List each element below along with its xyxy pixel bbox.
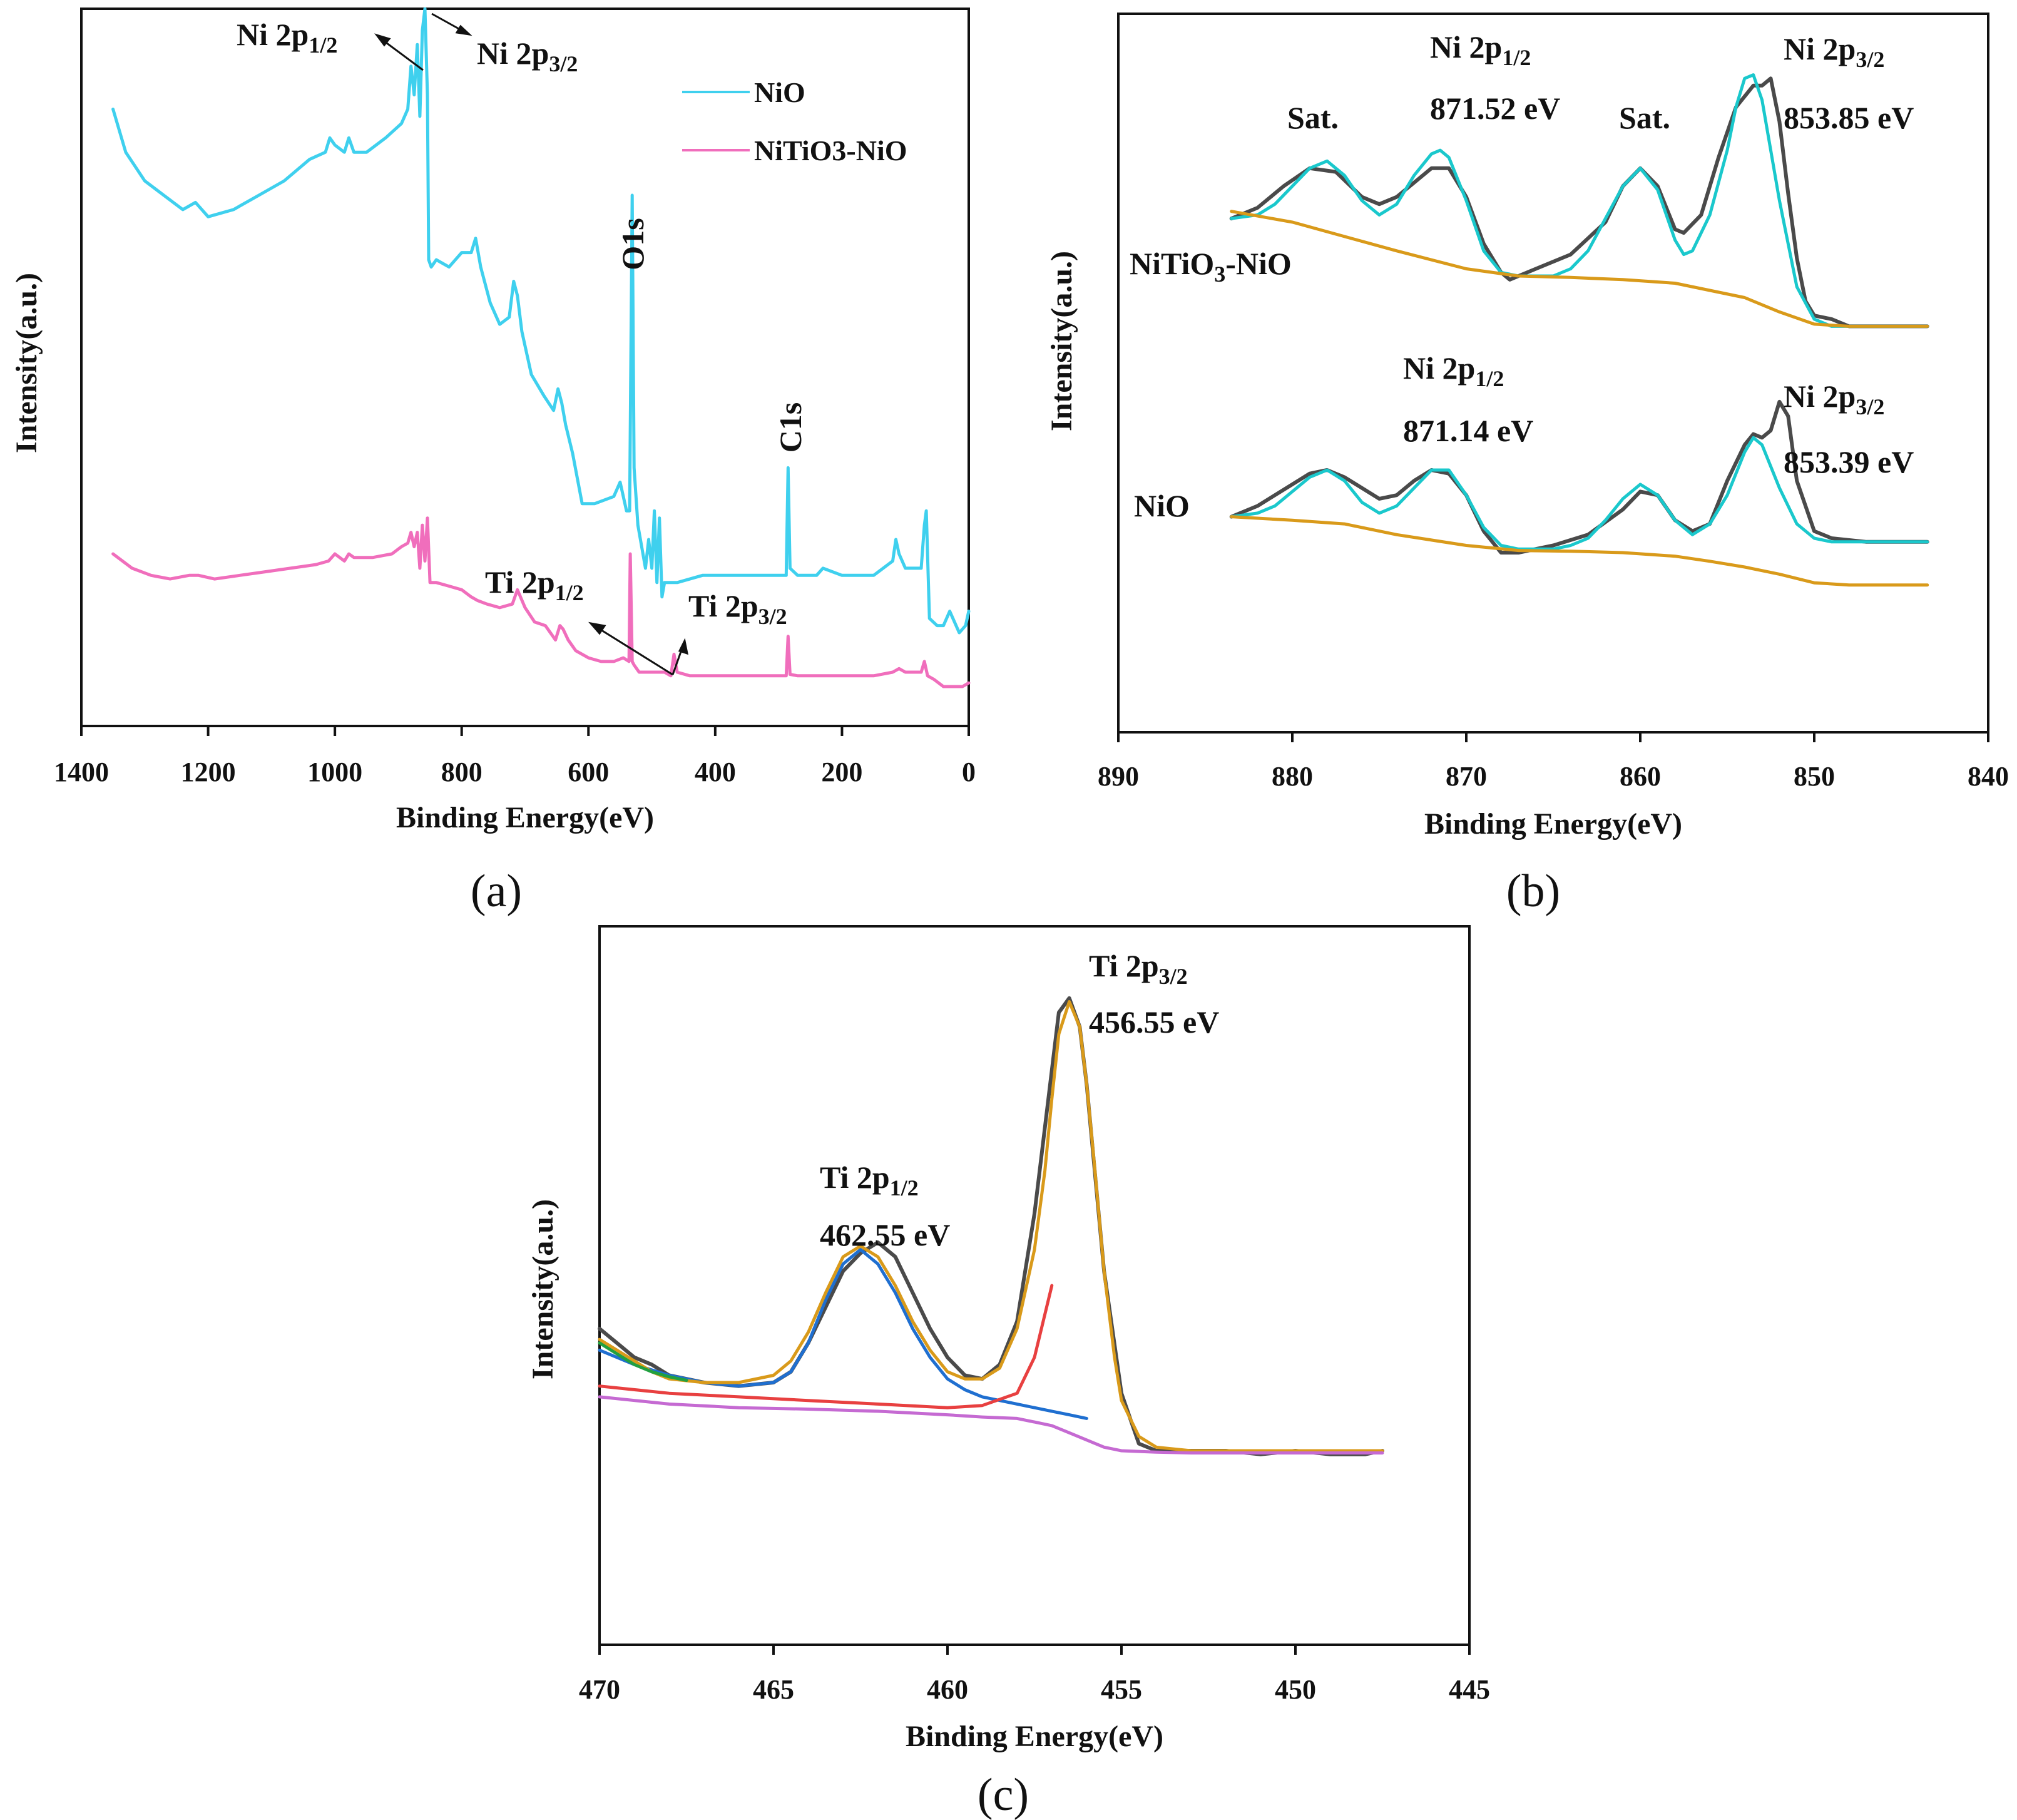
panel-b-x-ticks: 890 880 870 860 850 840 (1098, 732, 2009, 792)
panel-b-series-nio-raw (1229, 399, 1929, 555)
panel-a-annotation-ti-2p32: Ti 2p3/2 (688, 588, 787, 629)
panel-c-x-axis-label: Binding Energy(eV) (906, 1720, 1163, 1753)
panel-a-annotation-ti-2p12: Ti 2p1/2 (485, 565, 584, 605)
panel-c-series-left-shoulder (598, 1341, 688, 1382)
panel-b-annotation-ni-2p12-top: Ni 2p1/2 (1430, 29, 1531, 70)
panel-b-annotation-sat-2: Sat. (1619, 100, 1670, 135)
panel-a-x-tick-label: 600 (568, 757, 609, 787)
legend-label-nitio3-nio: NiTiO3-NiO (754, 135, 907, 166)
panel-c-series-baseline (598, 1395, 1384, 1454)
panel-b-series-nio-baseline (1230, 515, 1929, 587)
panel-c-x-tick-label: 455 (1101, 1674, 1142, 1705)
panel-c-annotation-456-55: 456.55 eV (1089, 1005, 1219, 1040)
panel-c-x-ticks: 470 465 460 455 450 445 (579, 1645, 1490, 1705)
panel-c-x-tick-label: 460 (927, 1674, 968, 1705)
panel-a-x-tick-label: 200 (821, 757, 862, 787)
panel-c-annotation-ti-2p12: Ti 2p1/2 (820, 1160, 919, 1200)
panel-b-label-nitio3-nio: NiTiO3-NiO (1130, 246, 1292, 287)
panel-a-series-nio (111, 7, 971, 635)
panel-b-annotation-ni-2p12-bottom: Ni 2p1/2 (1403, 350, 1504, 391)
panel-a-y-axis-label: Intensity(a.u.) (10, 273, 43, 453)
panel-b-annotation-ni-2p32-top: Ni 2p3/2 (1784, 31, 1884, 72)
panel-b-x-axis-label: Binding Energy(eV) (1424, 807, 1682, 841)
panel-a-x-tick-label: 800 (441, 757, 483, 787)
panel-a-x-tick-label: 400 (695, 757, 736, 787)
panel-c-x-tick-label: 465 (753, 1674, 794, 1705)
panel-a-annotation-o1s: O1s (615, 218, 650, 270)
panel-c-x-tick-label: 445 (1449, 1674, 1490, 1705)
panel-b-annotation-sat-1: Sat. (1287, 100, 1339, 135)
panel-a-legend: NiO NiTiO3-NiO (682, 76, 907, 166)
panel-c-annotation-ti-2p32: Ti 2p3/2 (1089, 948, 1188, 989)
panel-b-y-axis-label: Intensity(a.u.) (1045, 251, 1078, 431)
panel-c-series-envelope (598, 1000, 1384, 1453)
panel-a-caption: (a) (471, 866, 522, 917)
panel-a-annotation-c1s: C1s (773, 402, 808, 453)
panel-b-x-tick-label: 850 (1794, 761, 1835, 792)
panel-b: 890 880 870 860 850 840 Binding Energy(eV) In… (1045, 13, 2009, 917)
panel-c-caption: (c) (978, 1769, 1029, 1820)
panel-b-annotation-871-52: 871.52 eV (1430, 91, 1560, 126)
panel-a-series (111, 7, 971, 688)
panel-a-annotation-ni-2p12: Ni 2p1/2 (237, 17, 337, 58)
panel-a-series-nitio3-nio (111, 516, 971, 688)
panel-b-series-nitio3-nio-baseline (1230, 210, 1929, 328)
panel-c-x-tick-label: 450 (1275, 1674, 1316, 1705)
panel-b-caption: (b) (1506, 866, 1560, 917)
panel-a-x-ticks: 1400 1200 1000 800 600 400 200 0 (54, 726, 976, 787)
panel-a-arrows (374, 13, 688, 676)
panel-b-annotation-ni-2p32-bottom: Ni 2p3/2 (1784, 379, 1884, 419)
panel-b-annotation-871-14: 871.14 eV (1403, 413, 1533, 448)
panel-b-x-tick-label: 890 (1098, 761, 1139, 792)
panel-c-series (598, 996, 1384, 1456)
panel-c-series-ti-2p3-2-component (598, 1284, 1054, 1409)
panel-c-y-axis-label: Intensity(a.u.) (526, 1199, 559, 1379)
panel-b-x-tick-label: 860 (1620, 761, 1661, 792)
panel-a-x-tick-label: 1200 (181, 757, 236, 787)
panel-b-series (1229, 73, 1929, 587)
panel-c: 470 465 460 455 450 445 Binding Energy(eV) In… (526, 925, 1490, 1820)
panel-b-annotation-853-85: 853.85 eV (1784, 100, 1914, 135)
panel-a-plot-frame (80, 8, 970, 727)
panel-a: 1400 1200 1000 800 600 400 200 0 Binding Energy… (10, 7, 976, 917)
legend-label-nio: NiO (754, 76, 805, 108)
panel-a-x-tick-label: 0 (962, 757, 976, 787)
panel-b-annotation-853-39: 853.39 eV (1784, 444, 1914, 479)
panel-b-x-tick-label: 880 (1272, 761, 1313, 792)
panel-b-series-nitio3-nio-fit (1230, 73, 1929, 328)
panel-b-x-tick-label: 840 (1968, 761, 2009, 792)
panel-b-x-tick-label: 870 (1446, 761, 1487, 792)
panel-a-x-tick-label: 1400 (54, 757, 109, 787)
panel-b-series-nio-fit (1230, 436, 1929, 551)
panel-b-plot-frame (1117, 13, 1989, 734)
panel-c-series-ti-2p1-2-fit (598, 1248, 1088, 1420)
panel-b-label-nio: NiO (1134, 488, 1190, 523)
panel-c-plot-frame (598, 925, 1471, 1646)
panel-a-annotation-ni-2p32: Ni 2p3/2 (477, 36, 578, 76)
panel-c-annotation-462-55: 462.55 eV (820, 1217, 950, 1252)
panel-c-x-tick-label: 470 (579, 1674, 620, 1705)
panel-a-x-tick-label: 1000 (307, 757, 362, 787)
panel-a-x-axis-label: Binding Energy(eV) (396, 801, 654, 834)
